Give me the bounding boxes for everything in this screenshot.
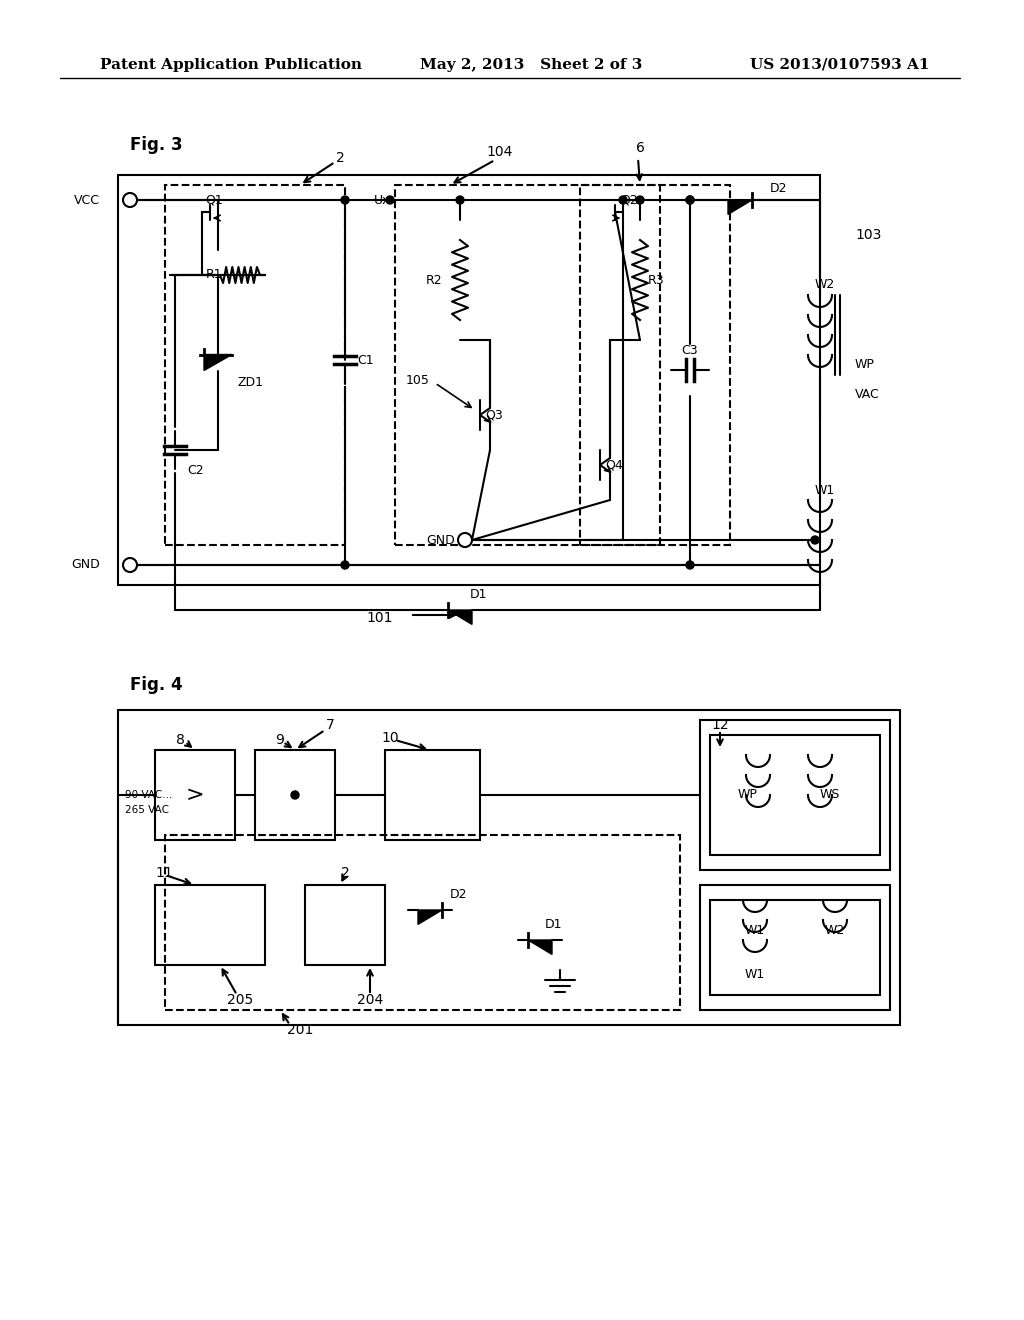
Bar — [165, 185, 345, 545]
Bar — [710, 735, 880, 855]
Bar — [385, 750, 480, 840]
Text: 8: 8 — [175, 733, 184, 747]
Bar — [700, 884, 890, 1010]
Bar — [710, 900, 880, 995]
Text: C2: C2 — [187, 463, 204, 477]
Polygon shape — [728, 201, 752, 214]
Circle shape — [458, 533, 472, 546]
Bar — [155, 750, 234, 840]
Text: R2: R2 — [425, 273, 442, 286]
Text: 201: 201 — [287, 1023, 313, 1038]
Text: Fig. 3: Fig. 3 — [130, 136, 182, 154]
Polygon shape — [449, 610, 472, 624]
Bar — [395, 185, 660, 545]
Text: 10: 10 — [381, 731, 398, 744]
Text: C3: C3 — [682, 343, 698, 356]
Text: WP: WP — [855, 359, 874, 371]
Text: W2: W2 — [815, 279, 836, 292]
Text: D1: D1 — [470, 589, 487, 602]
Circle shape — [618, 195, 627, 205]
Text: 11: 11 — [155, 866, 173, 880]
Text: W1: W1 — [744, 924, 765, 936]
Text: WS: WS — [820, 788, 841, 801]
Text: 101: 101 — [367, 611, 393, 624]
Text: 105: 105 — [407, 374, 430, 387]
Text: 265 VAC: 265 VAC — [125, 805, 169, 814]
Polygon shape — [204, 355, 232, 371]
Circle shape — [386, 195, 394, 205]
Bar — [255, 750, 335, 840]
Text: 104: 104 — [486, 145, 513, 158]
Polygon shape — [528, 940, 552, 954]
Circle shape — [686, 195, 694, 205]
Text: Q3: Q3 — [485, 408, 503, 421]
Circle shape — [456, 195, 464, 205]
Text: Patent Application Publication: Patent Application Publication — [100, 58, 362, 73]
Circle shape — [811, 536, 819, 544]
Circle shape — [636, 195, 644, 205]
Polygon shape — [418, 909, 442, 924]
Text: GND: GND — [72, 558, 100, 572]
Text: Q2: Q2 — [620, 194, 638, 206]
Circle shape — [341, 561, 349, 569]
Circle shape — [686, 195, 694, 205]
Text: 103: 103 — [855, 228, 882, 242]
Circle shape — [341, 195, 349, 205]
Text: WP: WP — [737, 788, 757, 801]
Text: May 2, 2013   Sheet 2 of 3: May 2, 2013 Sheet 2 of 3 — [420, 58, 642, 73]
Text: Q4: Q4 — [605, 458, 623, 471]
Text: 2: 2 — [341, 866, 349, 880]
Text: 7: 7 — [326, 718, 335, 733]
Text: ZD1: ZD1 — [238, 375, 264, 388]
Text: VAC: VAC — [855, 388, 880, 401]
Text: >: > — [185, 785, 205, 805]
Text: D2: D2 — [450, 888, 468, 902]
Text: Q1: Q1 — [205, 194, 223, 206]
Text: 205: 205 — [227, 993, 253, 1007]
Bar — [580, 185, 730, 545]
Text: Ux: Ux — [374, 194, 390, 206]
Bar — [155, 884, 265, 965]
Text: 12: 12 — [712, 718, 729, 733]
Text: 90 VAC...: 90 VAC... — [125, 789, 172, 800]
Text: W2: W2 — [825, 924, 845, 936]
Text: US 2013/0107593 A1: US 2013/0107593 A1 — [750, 58, 930, 73]
Bar — [700, 719, 890, 870]
Circle shape — [291, 791, 299, 799]
Text: 9: 9 — [275, 733, 285, 747]
Bar — [305, 884, 385, 965]
Circle shape — [123, 193, 137, 207]
Text: R3: R3 — [648, 273, 665, 286]
Text: Fig. 4: Fig. 4 — [130, 676, 182, 694]
Bar — [165, 836, 680, 1010]
Circle shape — [123, 558, 137, 572]
Text: W1: W1 — [744, 969, 765, 982]
Text: 2: 2 — [336, 150, 344, 165]
Text: D2: D2 — [770, 181, 787, 194]
Text: VCC: VCC — [74, 194, 100, 206]
Circle shape — [686, 561, 694, 569]
Text: 6: 6 — [636, 141, 644, 154]
Text: C1: C1 — [357, 354, 374, 367]
Text: D1: D1 — [545, 919, 562, 932]
Text: W1: W1 — [815, 483, 836, 496]
Text: R1: R1 — [206, 268, 222, 281]
Text: 204: 204 — [357, 993, 383, 1007]
Text: GND: GND — [426, 533, 455, 546]
